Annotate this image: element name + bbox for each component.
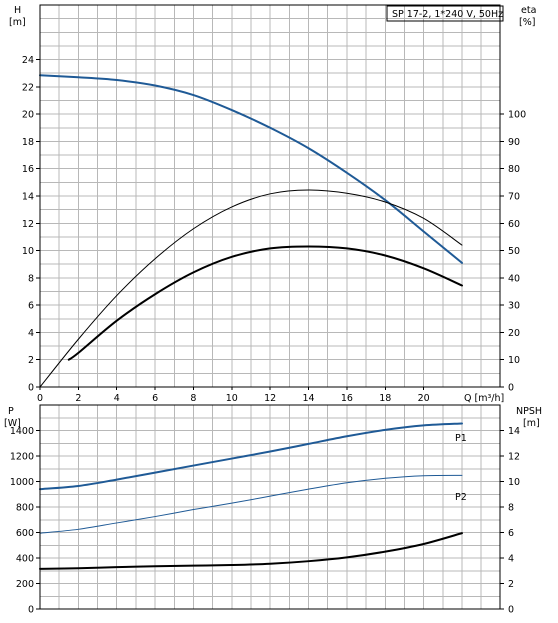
y-tick-label-left: 16 <box>22 164 34 175</box>
x-axis-title: Q [m³/h] <box>464 393 504 404</box>
x-tick-label: 4 <box>114 393 120 404</box>
x-tick-label: 20 <box>418 393 430 404</box>
y-tick-label-right: 0 <box>508 383 514 394</box>
y-tick-label-left: 4 <box>28 328 34 339</box>
y-tick-label-left: 1000 <box>10 477 34 488</box>
axis-layer: 0246810121416182022240102030405060708090… <box>10 4 526 616</box>
series-line-1-2 <box>39 532 463 570</box>
y-tick-label-left: 400 <box>16 554 34 565</box>
series-line-0-2 <box>67 245 463 361</box>
y-tick-label-right: 2 <box>508 579 514 590</box>
series-line-p2 <box>39 474 463 534</box>
y-tick-label-left: 12 <box>22 219 34 230</box>
y-axis-title-head-unit: [m] <box>9 17 26 28</box>
y-axis-title-power-unit: [W] <box>4 418 21 429</box>
y-tick-label-left: 6 <box>28 301 34 312</box>
y-tick-label-right: 50 <box>508 246 520 257</box>
y-tick-label-left: 0 <box>28 383 34 394</box>
x-tick-label: 16 <box>341 393 353 404</box>
y-axis-title-head: H <box>14 5 21 16</box>
y-tick-label-right: 8 <box>508 503 514 514</box>
y-tick-label-left: 600 <box>16 528 34 539</box>
y-tick-label-right: 10 <box>508 355 520 366</box>
y-tick-label-right: 40 <box>508 273 520 284</box>
y-tick-label-right: 12 <box>508 452 520 463</box>
y-tick-label-left: 8 <box>28 273 34 284</box>
x-tick-label: 10 <box>226 393 238 404</box>
y-axis-title-npsh-unit: [m] <box>523 418 540 429</box>
y-axis-title-eta: eta <box>521 5 536 16</box>
y-tick-label-left: 0 <box>28 605 34 616</box>
y-tick-label-right: 30 <box>508 301 520 312</box>
y-tick-label-left: 24 <box>22 55 34 66</box>
x-tick-label: 6 <box>152 393 158 404</box>
y-tick-label-left: 200 <box>16 579 34 590</box>
y-tick-label-right: 14 <box>508 426 520 437</box>
y-tick-label-right: 4 <box>508 554 514 565</box>
y-tick-label-left: 10 <box>22 246 34 257</box>
y-tick-label-left: 2 <box>28 355 34 366</box>
y-axis-title-npsh: NPSH <box>516 406 542 417</box>
y-tick-label-right: 20 <box>508 328 520 339</box>
series-label-p1: P1 <box>455 433 467 444</box>
y-tick-label-right: 100 <box>508 110 526 121</box>
x-tick-label: 2 <box>75 393 81 404</box>
title-box <box>386 5 504 22</box>
y-tick-label-right: 80 <box>508 164 520 175</box>
series-line-0-1 <box>39 189 463 388</box>
top-chart-title: SP 17-2, 1*240 V, 50Hz <box>392 9 503 20</box>
y-tick-label-left: 14 <box>22 192 34 203</box>
series-label-p2: P2 <box>455 492 467 503</box>
grid-layer <box>39 4 500 610</box>
series-layer <box>39 74 463 570</box>
x-tick-label: 0 <box>37 393 43 404</box>
y-axis-title-power: P <box>8 406 14 417</box>
y-tick-label-left: 22 <box>22 82 34 93</box>
y-tick-label-right: 6 <box>508 528 514 539</box>
x-tick-label: 8 <box>190 393 196 404</box>
y-tick-label-right: 10 <box>508 477 520 488</box>
y-tick-label-left: 1400 <box>10 426 34 437</box>
y-axis-title-eta-unit: [%] <box>519 17 535 28</box>
y-tick-label-left: 20 <box>22 110 34 121</box>
y-tick-label-left: 1200 <box>10 452 34 463</box>
y-tick-label-right: 60 <box>508 219 520 230</box>
y-tick-label-left: 18 <box>22 137 34 148</box>
y-tick-label-right: 0 <box>508 605 514 616</box>
y-tick-label-left: 800 <box>16 503 34 514</box>
x-tick-label: 18 <box>379 393 391 404</box>
y-tick-label-right: 70 <box>508 192 520 203</box>
y-tick-label-right: 90 <box>508 137 520 148</box>
x-tick-label: 14 <box>302 393 314 404</box>
series-line-p1 <box>39 422 463 491</box>
x-tick-label: 12 <box>264 393 276 404</box>
